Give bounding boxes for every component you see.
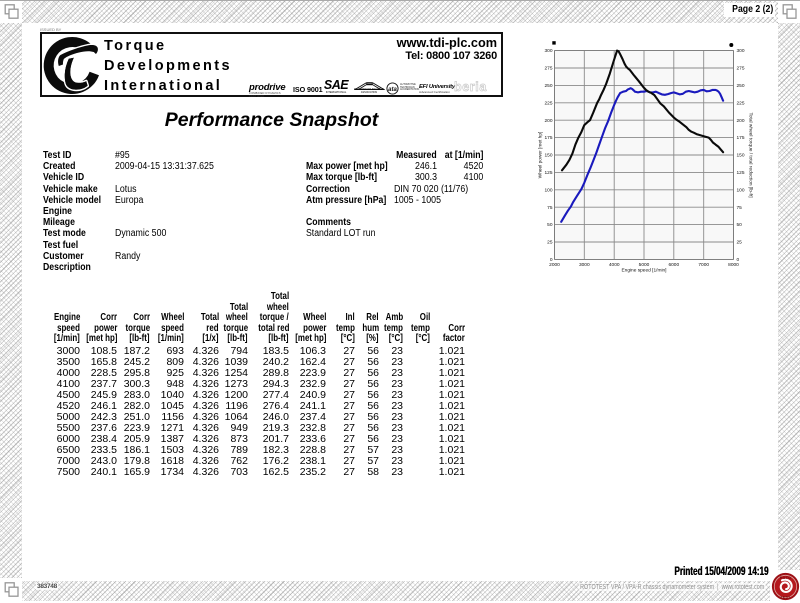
svg-text:175: 175	[544, 135, 552, 141]
svg-text:125: 125	[737, 170, 745, 176]
svg-text:Engine speed [1/min]: Engine speed [1/min]	[621, 268, 666, 274]
svg-text:100: 100	[737, 187, 745, 193]
svg-text:250: 250	[737, 83, 745, 89]
svg-text:225: 225	[544, 100, 552, 106]
svg-text:ata: ata	[388, 87, 397, 93]
svg-text:225: 225	[737, 100, 745, 106]
svg-text:150: 150	[737, 153, 745, 159]
svg-text:TEST: TEST	[780, 596, 791, 600]
svg-text:25: 25	[737, 240, 743, 246]
svg-text:Wheel power [met hp]: Wheel power [met hp]	[538, 132, 544, 179]
svg-text:100: 100	[544, 187, 552, 193]
svg-text:2000: 2000	[549, 262, 560, 268]
svg-text:300: 300	[737, 48, 745, 54]
svg-text:175: 175	[737, 135, 745, 141]
svg-text:75: 75	[737, 205, 743, 211]
svg-text:50: 50	[547, 222, 553, 228]
svg-text:3000: 3000	[579, 262, 590, 268]
svg-text:275: 275	[737, 66, 745, 72]
svg-text:150: 150	[544, 153, 552, 159]
svg-text:25: 25	[547, 240, 553, 246]
svg-text:300: 300	[544, 48, 552, 54]
svg-text:200: 200	[737, 118, 745, 124]
svg-text:4000: 4000	[609, 262, 620, 268]
svg-text:0: 0	[737, 257, 740, 263]
svg-text:7000: 7000	[698, 262, 709, 268]
svg-text:125: 125	[544, 170, 552, 176]
svg-text:0: 0	[550, 257, 553, 263]
svg-text:200: 200	[544, 118, 552, 124]
svg-text:6000: 6000	[668, 262, 679, 268]
svg-text:75: 75	[547, 205, 553, 211]
svg-text:50: 50	[737, 222, 743, 228]
svg-text:250: 250	[544, 83, 552, 89]
svg-text:8000: 8000	[728, 262, 739, 268]
svg-text:275: 275	[544, 66, 552, 72]
svg-text:Total wheel torque / total red: Total wheel torque / total reduction [lb…	[748, 112, 754, 197]
svg-text:ROTO: ROTO	[780, 576, 791, 580]
svg-text:5000: 5000	[639, 262, 650, 268]
